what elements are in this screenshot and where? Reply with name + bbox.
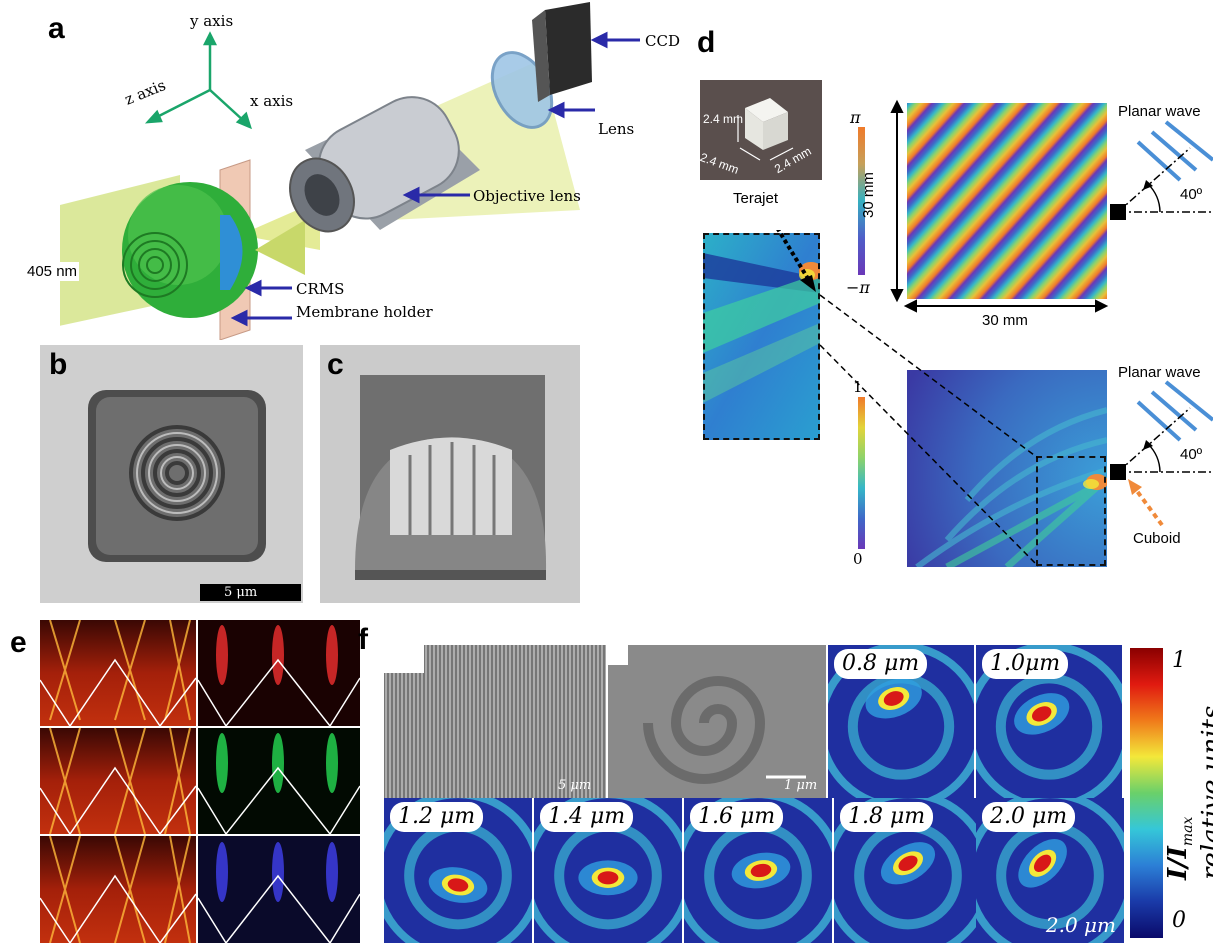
panel-f-intensity-scale-label: 2.0 μm: [1045, 913, 1116, 937]
panel-f-colorbar-axis-label: I/Imax relative units: [1163, 705, 1213, 880]
hot-map-row-3: [40, 835, 197, 943]
wavelength-label: 405 nm: [25, 262, 80, 281]
phase-colorbar-top-label: π: [850, 108, 861, 127]
phase-map-height-label: 30 mm: [860, 172, 877, 218]
panel-a-setup-illustration: [60, 2, 640, 340]
cb-label-main: I/I: [1163, 846, 1193, 880]
blue-channel-image: [197, 836, 360, 943]
panel-label-d: d: [697, 26, 716, 59]
panel-f-colorbar-bottom-label: 0: [1172, 908, 1186, 933]
intensity-cell-label: 1.2 μm: [390, 802, 484, 832]
intensity-cell: 1.8 μm: [834, 798, 982, 943]
planar-wave-top-label: Planar wave: [1118, 103, 1201, 120]
phase-colorbar: [858, 127, 865, 275]
angle-top-label: 40º: [1180, 186, 1203, 203]
phase-map: [907, 103, 1107, 299]
intensity-cell: 1.4 μm: [534, 798, 682, 943]
crms-label: CRMS: [296, 280, 345, 298]
panel-f-sem-image-1: [384, 645, 606, 798]
panel-e-image-grid: [40, 620, 360, 943]
intensity-zoom-region-frame: [1036, 456, 1106, 566]
objective-lens-label: Objective lens: [473, 187, 581, 205]
planar-wave-bottom-label: Planar wave: [1118, 364, 1201, 381]
cb-label-sub: max: [1180, 816, 1197, 847]
panel-f-colorbar: [1130, 648, 1163, 938]
y-axis-label: y axis: [190, 12, 234, 30]
panel-f-colorbar-top-label: 1: [1172, 648, 1186, 673]
intensity-map: [907, 370, 1107, 567]
cube-width-label: 2.4 mm: [703, 112, 744, 126]
cuboid-photo: [700, 80, 822, 180]
intensity-cell-label: 1.4 μm: [540, 802, 634, 832]
hot-map-row-1: [40, 620, 197, 728]
intensity-cell-label: 1.8 μm: [840, 802, 934, 832]
intensity-cell: 1.6 μm: [684, 798, 832, 943]
intensity-cell-label: 2.0 μm: [982, 802, 1076, 832]
panel-label-a: a: [48, 12, 65, 45]
planar-wave-bottom-diagram: [1110, 380, 1213, 480]
terajet-label: Terajet: [733, 190, 779, 207]
panel-c-sem-image: [320, 345, 580, 603]
cuboid-label: Cuboid: [1133, 530, 1181, 547]
axes-triad: [144, 31, 252, 130]
phase-colorbar-bottom-label: −π: [846, 278, 870, 297]
intensity-colorbar: [858, 397, 865, 549]
intensity-cell: 2.0 μm 2.0 μm: [976, 798, 1124, 943]
panel-b-sem-image: [40, 345, 303, 603]
phase-map-dimension-arrows: [890, 99, 1109, 313]
intensity-colorbar-bottom-label: 0: [853, 550, 863, 568]
planar-wave-top-diagram: [1110, 120, 1213, 220]
panel-f-sem-image-2: [608, 645, 826, 798]
red-channel-image: [197, 620, 360, 728]
angle-bottom-label: 40º: [1180, 446, 1203, 463]
intensity-cell: 0.8 μm: [828, 645, 974, 798]
panel-label-e: e: [10, 626, 27, 659]
intensity-cell-label: 1.6 μm: [690, 802, 784, 832]
panel-label-f: f: [358, 623, 368, 656]
cuboid-pointer-arrow: [1128, 479, 1164, 527]
membrane-holder-label: Membrane holder: [296, 303, 433, 321]
panel-f-sem-2-scale-text: 1 μm: [784, 778, 818, 793]
ccd-label: CCD: [645, 32, 680, 50]
intensity-cell-label: 0.8 μm: [834, 649, 928, 679]
panel-f-sem-1-scale-label: 5 μm: [558, 778, 592, 793]
panel-b-scale-bar-label: 5 μm: [224, 585, 258, 600]
hot-map-row-2: [40, 727, 197, 836]
intensity-cell-label: 1.0μm: [982, 649, 1069, 679]
panel-label-b: b: [49, 348, 68, 381]
phase-map-width-label: 30 mm: [982, 312, 1028, 329]
lens-label: Lens: [598, 120, 635, 138]
cb-label-units: relative units: [1197, 705, 1213, 880]
panel-label-c: c: [327, 348, 344, 381]
terajet-zoom-frame: [703, 233, 820, 440]
intensity-colorbar-top-label: 1: [853, 378, 863, 396]
green-channel-image: [197, 728, 360, 836]
intensity-cell: 1.0μm: [976, 645, 1122, 798]
zoom-connection-lines: [776, 230, 1039, 567]
x-axis-label: x axis: [250, 92, 294, 110]
intensity-cell: 1.2 μm: [384, 798, 532, 943]
